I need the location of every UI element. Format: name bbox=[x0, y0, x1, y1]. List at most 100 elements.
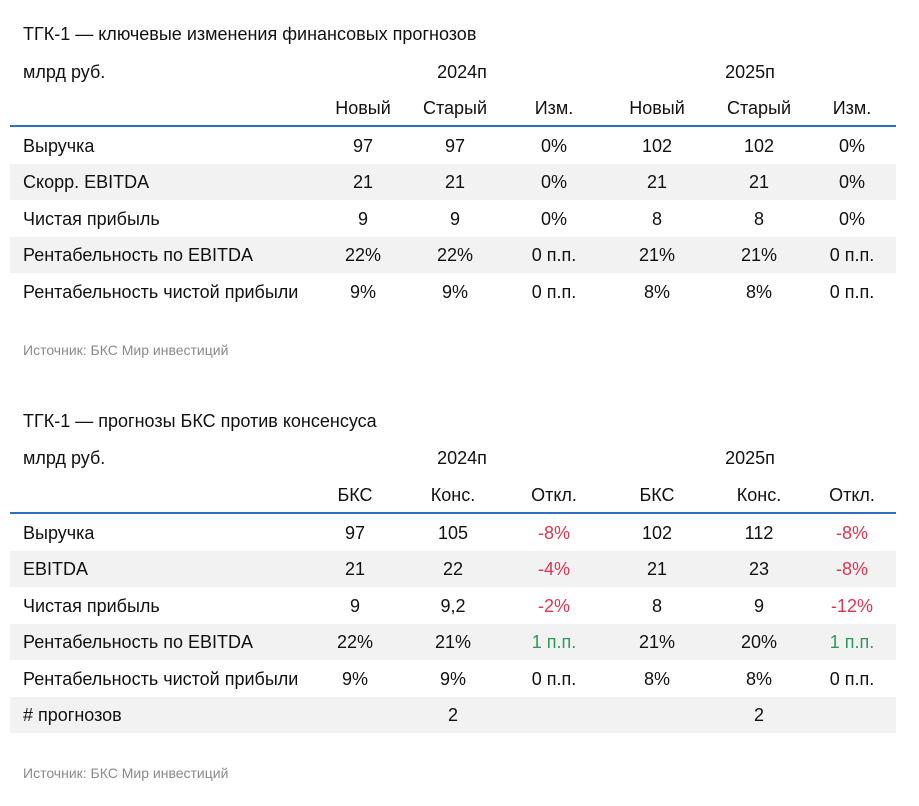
year-header-2024: 2024п bbox=[437, 448, 487, 468]
deviation-negative: -2% bbox=[537, 596, 570, 616]
cell: 21 bbox=[444, 172, 466, 192]
cell: 21 bbox=[748, 172, 770, 192]
cell: 0 п.п. bbox=[531, 282, 577, 302]
cell: 97 bbox=[352, 136, 374, 156]
table-row: Выручка 97 105 -8% 102 112 -8% bbox=[10, 515, 896, 551]
cell: 9 bbox=[449, 209, 460, 229]
column-header: Новый bbox=[335, 98, 391, 118]
table-row: Рентабельность чистой прибыли 9% 9% 0 п.… bbox=[10, 661, 896, 697]
table-row: Чистая прибыль 9 9 0% 8 8 0% bbox=[10, 201, 896, 237]
cell: 102 bbox=[641, 523, 673, 543]
cell: 8 bbox=[651, 209, 662, 229]
cell: 9% bbox=[349, 282, 376, 302]
cell: 22% bbox=[336, 632, 374, 652]
table-row: Рентабельность по EBITDA 22% 22% 0 п.п. … bbox=[10, 237, 896, 273]
column-header: Откл. bbox=[531, 485, 577, 505]
cell: 9% bbox=[341, 669, 368, 689]
cell: 22% bbox=[344, 245, 382, 265]
deviation-negative: -4% bbox=[537, 559, 570, 579]
column-header: Откл. bbox=[829, 485, 875, 505]
deviation-negative: -12% bbox=[830, 596, 874, 616]
cell: 0 п.п. bbox=[829, 282, 875, 302]
cell: 102 bbox=[641, 136, 673, 156]
unit-label: млрд руб. bbox=[23, 62, 106, 82]
row-label: Чистая прибыль bbox=[23, 209, 160, 229]
row-label: Выручка bbox=[23, 523, 95, 543]
cell: 0% bbox=[838, 136, 865, 156]
column-header: БКС bbox=[639, 485, 675, 505]
row-label: # прогнозов bbox=[23, 705, 122, 725]
cell: 22 bbox=[442, 559, 464, 579]
column-header: БКС bbox=[337, 485, 373, 505]
cell: 8 bbox=[753, 209, 764, 229]
cell: 97 bbox=[444, 136, 466, 156]
cell: 8% bbox=[643, 282, 670, 302]
cell: 8% bbox=[643, 669, 670, 689]
year-header-2025: 2025п bbox=[725, 448, 775, 468]
cell: 21 bbox=[646, 559, 668, 579]
column-header: Старый bbox=[422, 98, 488, 118]
year-header-2024: 2024п bbox=[437, 62, 487, 82]
deviation-negative: -8% bbox=[835, 523, 868, 543]
cell: 9 bbox=[357, 209, 368, 229]
cell: 0% bbox=[540, 136, 567, 156]
cell: 0 п.п. bbox=[531, 669, 577, 689]
cell: 9 bbox=[349, 596, 360, 616]
cell: 21 bbox=[646, 172, 668, 192]
cell: 8% bbox=[745, 669, 772, 689]
cell: 8 bbox=[651, 596, 662, 616]
cell: 112 bbox=[744, 523, 774, 543]
table-title: ТГК-1 — прогнозы БКС против консенсуса bbox=[23, 411, 377, 431]
column-header: Конс. bbox=[430, 485, 476, 505]
column-header: Старый bbox=[726, 98, 792, 118]
cell: 0 п.п. bbox=[829, 669, 875, 689]
row-label: Скорр. EBITDA bbox=[23, 172, 150, 192]
cell: 21 bbox=[344, 559, 366, 579]
cell: 105 bbox=[437, 523, 469, 543]
cell: 8% bbox=[745, 282, 772, 302]
column-header: Изм. bbox=[534, 98, 574, 118]
table-row: # прогнозов 2 2 bbox=[10, 697, 896, 733]
cell: 0% bbox=[838, 209, 865, 229]
cell: 9% bbox=[441, 282, 468, 302]
column-header: Изм. bbox=[832, 98, 872, 118]
cell: 0 п.п. bbox=[531, 245, 577, 265]
forecast-changes-table: ТГК-1 — ключевые изменения финансовых пр… bbox=[10, 0, 896, 370]
cell: 21% bbox=[740, 245, 778, 265]
cell: 102 bbox=[743, 136, 775, 156]
cell: 0 п.п. bbox=[829, 245, 875, 265]
cell: 2 bbox=[753, 705, 764, 725]
cell: 20% bbox=[740, 632, 778, 652]
row-label: EBITDA bbox=[23, 559, 89, 579]
row-label: Рентабельность чистой прибыли bbox=[23, 669, 299, 689]
cell: 9 bbox=[753, 596, 764, 616]
deviation-positive: 1 п.п. bbox=[531, 632, 577, 652]
row-label: Рентабельность чистой прибыли bbox=[23, 282, 299, 302]
header-divider bbox=[10, 125, 896, 127]
table-row: Чистая прибыль 9 9,2 -2% 8 9 -12% bbox=[10, 588, 896, 624]
row-label: Рентабельность по EBITDA bbox=[23, 245, 253, 265]
cell: 21 bbox=[352, 172, 374, 192]
cell: 97 bbox=[344, 523, 366, 543]
table-row: Выручка 97 97 0% 102 102 0% bbox=[10, 128, 896, 164]
cell: 21% bbox=[434, 632, 472, 652]
table-row: Скорр. EBITDA 21 21 0% 21 21 0% bbox=[10, 164, 896, 200]
cell: 9,2 bbox=[440, 596, 466, 616]
row-label: Чистая прибыль bbox=[23, 596, 160, 616]
source-note: Источник: БКС Мир инвестиций bbox=[23, 765, 229, 781]
cell: 21% bbox=[638, 632, 676, 652]
cell: 0% bbox=[540, 172, 567, 192]
consensus-comparison-table: ТГК-1 — прогнозы БКС против консенсуса м… bbox=[10, 387, 896, 806]
column-header: Новый bbox=[629, 98, 685, 118]
table-row: Рентабельность чистой прибыли 9% 9% 0 п.… bbox=[10, 274, 896, 310]
table-title: ТГК-1 — ключевые изменения финансовых пр… bbox=[23, 24, 477, 44]
cell: 22% bbox=[436, 245, 474, 265]
cell: 0% bbox=[540, 209, 567, 229]
deviation-negative: -8% bbox=[537, 523, 570, 543]
header-divider bbox=[10, 512, 896, 514]
source-note: Источник: БКС Мир инвестиций bbox=[23, 342, 229, 358]
unit-label: млрд руб. bbox=[23, 448, 106, 468]
cell: 2 bbox=[447, 705, 458, 725]
cell: 23 bbox=[748, 559, 770, 579]
deviation-negative: -8% bbox=[835, 559, 868, 579]
